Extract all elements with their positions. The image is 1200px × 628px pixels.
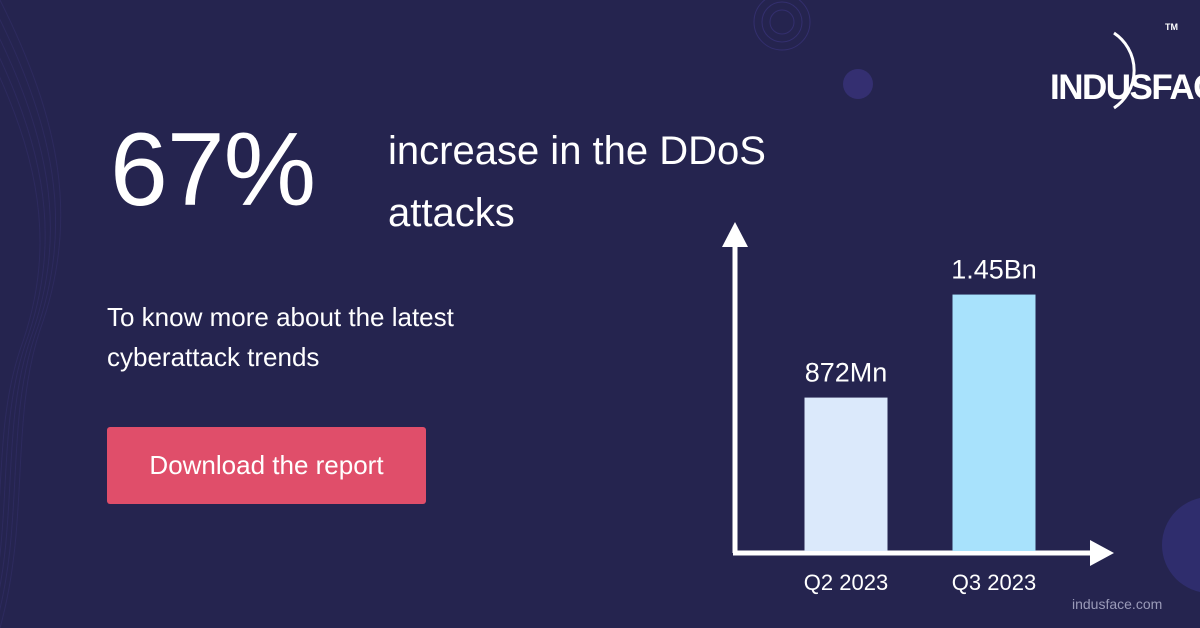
x-tick-label-q2-2023: Q2 2023 xyxy=(804,570,888,595)
headline-text: increase in the DDoS attacks xyxy=(388,129,766,235)
data-label-q3-2023: 1.45Bn xyxy=(951,255,1037,285)
subtext: To know more about the latest cyberattac… xyxy=(107,302,454,372)
logo-swoosh-icon xyxy=(1113,31,1136,110)
headline-stat: 67% xyxy=(110,112,316,228)
download-report-button[interactable]: Download the report xyxy=(107,427,426,504)
y-axis-arrow-icon xyxy=(722,222,748,247)
x-tick-label-q3-2023: Q3 2023 xyxy=(952,570,1036,595)
website-url: indusface.com xyxy=(1072,596,1163,612)
bar-q3-2023 xyxy=(952,294,1036,551)
x-axis-arrow-icon xyxy=(1090,540,1114,566)
brand-logo: INDUSFACE TM xyxy=(1046,18,1200,118)
data-label-q2-2023: 872Mn xyxy=(805,358,888,388)
bar-q2-2023 xyxy=(804,397,888,551)
trademark-symbol: TM xyxy=(1165,22,1178,32)
logo-wordmark: INDUSFACE xyxy=(1050,68,1200,107)
